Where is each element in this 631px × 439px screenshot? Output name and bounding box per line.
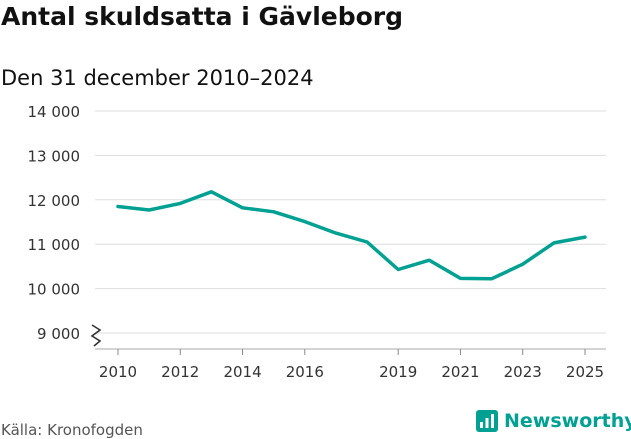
y-tick-label-13000: 13 000 [28, 147, 81, 165]
newsworthy-logo-icon [476, 410, 498, 432]
gridlines [95, 110, 606, 350]
y-tick-label-9000: 9 000 [37, 325, 80, 343]
x-tick-label-2014: 2014 [223, 363, 261, 381]
axis-break-zigzag [90, 324, 102, 347]
source-note: Källa: Kronofogden [1, 421, 143, 439]
brand-name: Newsworthy [504, 410, 631, 432]
y-tick-label-12000: 12 000 [28, 192, 81, 210]
x-tick-label-2025: 2025 [566, 363, 604, 381]
x-tick-label-2016: 2016 [286, 363, 324, 381]
y-tick-labels: 9 000 10 000 11 000 12 000 13 000 14 000 [28, 103, 81, 343]
x-tick-label-2023: 2023 [504, 363, 542, 381]
brand-logo: Newsworthy [476, 408, 631, 434]
x-tick-label-2021: 2021 [441, 363, 479, 381]
x-tick-label-2010: 2010 [99, 363, 137, 381]
series-line-0 [116, 190, 587, 281]
x-ticks: 2010 2012 2014 2016 2019 2021 2023 2025 [99, 349, 604, 381]
y-tick-label-14000: 14 000 [28, 103, 81, 121]
axis-break-icon [90, 324, 102, 347]
y-tick-label-11000: 11 000 [28, 236, 81, 254]
chart-title: Antal skuldsatta i Gävleborg [1, 2, 404, 31]
chart-subtitle: Den 31 december 2010–2024 [1, 66, 314, 90]
x-tick-label-2019: 2019 [379, 363, 417, 381]
x-tick-label-2012: 2012 [161, 363, 199, 381]
series-layer [116, 190, 587, 281]
y-tick-label-10000: 10 000 [28, 281, 81, 299]
